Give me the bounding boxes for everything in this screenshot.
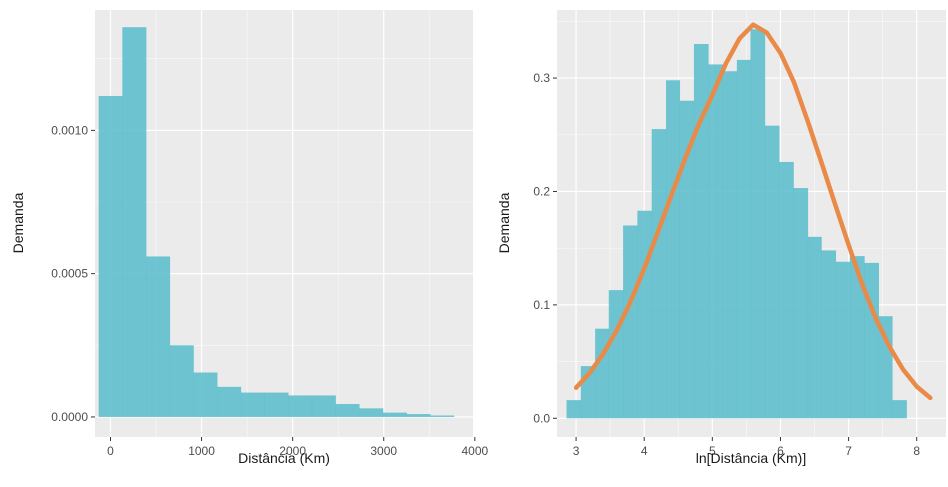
- left-x-tick-label: 0: [107, 444, 114, 458]
- right-density-curve-group: [573, 22, 933, 401]
- left-histogram-bar: [169, 345, 194, 417]
- right-histogram-bar: [764, 125, 780, 419]
- right-histogram-bar: [651, 129, 667, 419]
- left-gridlines: [95, 10, 476, 437]
- right-x-tick-labels: 3 4 5 6 7 8: [573, 444, 921, 458]
- right-histogram-bar: [736, 59, 751, 419]
- left-histogram-chart: 0 1000 2000 3000 4000 0.0000 0.0005 0.0010 Dis…: [10, 10, 488, 466]
- right-histogram-bar: [566, 400, 582, 419]
- left-histogram-bar: [288, 395, 313, 417]
- right-y-tick-label: 0.0: [533, 411, 550, 425]
- right-histogram-bar: [864, 262, 879, 419]
- right-tick-marks: [553, 77, 918, 441]
- right-x-tick-label: 5: [709, 444, 716, 458]
- left-histogram-bars: [98, 27, 455, 417]
- left-histogram-bar: [311, 395, 336, 417]
- left-x-tick-label: 2000: [279, 444, 306, 458]
- right-histogram-bar: [722, 71, 738, 419]
- right-x-tick-label: 7: [845, 444, 852, 458]
- right-x-tick-label: 6: [777, 444, 784, 458]
- right-histogram-chart: 3 4 5 6 7 8 0.0 0.1 0.2 0.3 ln[Distância (Km)] D…: [496, 10, 946, 466]
- right-histogram-bar: [679, 100, 695, 419]
- left-histogram-bar: [359, 408, 384, 417]
- left-histogram-bar: [264, 392, 289, 417]
- right-histogram-bar: [608, 290, 624, 419]
- right-x-tick-label: 8: [913, 444, 920, 458]
- left-histogram-bar: [146, 256, 171, 417]
- left-histogram-bar: [240, 392, 265, 417]
- right-x-axis-title: ln[Distância (Km)]: [696, 450, 806, 466]
- left-x-axis-title: Distância (Km): [238, 450, 330, 466]
- left-histogram-bar: [382, 412, 407, 417]
- right-histogram-bar: [708, 64, 723, 419]
- right-x-tick-label: 3: [573, 444, 580, 458]
- right-histogram-bar: [595, 328, 610, 419]
- left-tick-marks: [91, 129, 476, 441]
- right-histogram-bar: [779, 161, 794, 419]
- left-histogram-bar: [122, 27, 147, 417]
- right-histogram-bar: [835, 261, 851, 419]
- right-histogram-bar: [637, 210, 653, 419]
- right-histogram-bar: [666, 80, 681, 419]
- right-density-curve: [573, 22, 933, 401]
- right-histogram-bar: [849, 256, 865, 419]
- left-histogram-bar: [217, 386, 242, 417]
- left-x-tick-label: 1000: [188, 444, 215, 458]
- left-x-tick-label: 3000: [370, 444, 397, 458]
- right-y-tick-label: 0.3: [533, 71, 550, 85]
- right-histogram-bar: [821, 250, 837, 419]
- right-histogram-bar: [693, 44, 709, 419]
- left-x-tick-label: 4000: [461, 444, 488, 458]
- left-y-tick-label: 0.0005: [51, 267, 88, 281]
- right-histogram-bar: [623, 225, 638, 419]
- right-y-axis-title: Demanda: [496, 192, 512, 253]
- left-histogram-bar: [193, 372, 218, 417]
- right-y-tick-labels: 0.0 0.1 0.2 0.3: [533, 71, 550, 425]
- left-x-tick-labels: 0 1000 2000 3000 4000: [107, 444, 488, 458]
- right-y-tick-label: 0.1: [533, 298, 550, 312]
- left-histogram-bar: [406, 414, 431, 417]
- left-y-tick-labels: 0.0000 0.0005 0.0010: [51, 123, 88, 424]
- left-y-axis-title: Demanda: [10, 192, 26, 253]
- left-y-tick-label: 0.0000: [51, 410, 88, 424]
- right-histogram-bar: [807, 236, 822, 419]
- right-x-tick-label: 4: [641, 444, 648, 458]
- left-histogram-bar: [430, 415, 455, 417]
- right-histogram-bar: [793, 188, 809, 419]
- left-y-tick-label: 0.0010: [51, 123, 88, 137]
- right-histogram-bar: [750, 29, 766, 419]
- right-y-tick-label: 0.2: [533, 184, 550, 198]
- right-histogram-bars: [566, 29, 907, 419]
- left-histogram-bar: [335, 404, 360, 417]
- right-histogram-bar: [892, 400, 907, 419]
- left-histogram-bar: [98, 95, 123, 417]
